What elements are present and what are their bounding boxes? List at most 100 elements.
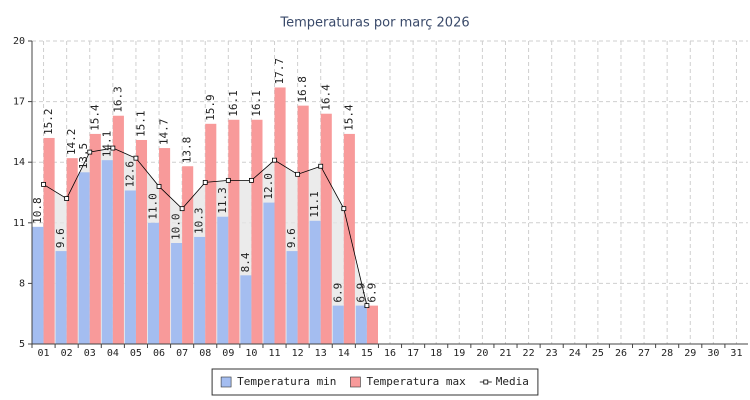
x-tick-label: 29 — [684, 348, 696, 359]
x-tick-label: 18 — [430, 348, 442, 359]
legend: Temperatura min Temperatura max Media — [211, 368, 539, 396]
bar — [286, 251, 298, 344]
bar — [78, 172, 90, 344]
bar — [263, 202, 275, 344]
value-label: 14.1 — [100, 131, 113, 158]
value-label: 15.9 — [204, 94, 217, 121]
line-marker — [341, 206, 347, 212]
y-tick-label: 5 — [19, 339, 25, 350]
bar — [194, 236, 206, 344]
bar — [240, 275, 252, 344]
x-tick-label: 28 — [661, 348, 673, 359]
value-label: 11.0 — [146, 193, 159, 220]
line-marker — [87, 149, 93, 155]
value-label: 16.1 — [227, 90, 240, 116]
value-label: 15.1 — [134, 110, 147, 137]
bar — [32, 226, 44, 344]
x-tick-label: 11 — [268, 348, 280, 359]
y-tick-label: 8 — [19, 278, 25, 289]
line-marker — [41, 182, 46, 187]
y-tick-label: 11 — [13, 218, 25, 229]
value-label: 17.7 — [273, 58, 286, 85]
bar — [112, 115, 124, 345]
legend-swatch — [220, 376, 232, 388]
x-tick-label: 19 — [453, 348, 465, 359]
value-label: 6.9 — [331, 283, 344, 303]
x-tick-label: 21 — [499, 348, 511, 359]
x-tick-label: 14 — [338, 348, 350, 359]
x-tick-label: 12 — [292, 348, 304, 359]
x-tick-label: 31 — [730, 348, 742, 359]
y-tick-label: 20 — [13, 36, 25, 47]
bar — [147, 222, 160, 344]
line-marker — [133, 155, 139, 161]
bar — [309, 220, 321, 344]
value-label: 15.4 — [88, 104, 101, 131]
line-marker — [364, 303, 370, 309]
bar — [332, 305, 344, 344]
x-tick-label: 04 — [107, 348, 119, 359]
value-label: 12.6 — [123, 161, 136, 188]
x-tick-label: 05 — [130, 348, 142, 359]
value-label: 6.9 — [354, 283, 367, 303]
y-tick-label: 17 — [13, 97, 25, 108]
legend-label: Temperatura min — [237, 375, 336, 388]
value-label: 13.5 — [77, 143, 90, 170]
x-tick-label: 06 — [153, 348, 165, 359]
value-label: 12.0 — [262, 173, 275, 200]
bar — [43, 137, 55, 344]
value-label: 15.4 — [342, 104, 355, 131]
x-tick-label: 08 — [199, 348, 211, 359]
line-marker — [110, 145, 116, 151]
value-label: 14.2 — [65, 129, 78, 156]
x-tick-label: 24 — [569, 348, 581, 359]
bar — [274, 87, 286, 345]
bar — [182, 166, 194, 344]
value-label: 16.4 — [319, 84, 332, 111]
legend-marker — [483, 379, 489, 385]
bar — [320, 113, 332, 344]
x-tick-label: 09 — [222, 348, 234, 359]
y-tick-label: 14 — [13, 157, 25, 168]
line-marker — [225, 177, 231, 183]
value-label: 16.8 — [296, 76, 309, 103]
value-label: 6.9 — [365, 283, 378, 303]
x-tick-label: 26 — [615, 348, 627, 359]
bar — [171, 243, 183, 344]
bar — [159, 148, 171, 344]
line-marker — [156, 184, 162, 189]
value-label: 10.0 — [170, 214, 183, 241]
line-marker — [318, 163, 324, 169]
x-tick-label: 03 — [84, 348, 96, 359]
bar — [55, 251, 67, 344]
bar — [297, 105, 309, 344]
x-tick-label: 15 — [361, 348, 373, 359]
bar — [366, 305, 378, 344]
x-tick-label: 20 — [476, 348, 488, 359]
bar — [101, 160, 113, 344]
value-label: 14.7 — [158, 119, 171, 146]
bar — [135, 139, 148, 344]
value-label: 11.3 — [216, 187, 229, 214]
value-label: 11.1 — [308, 191, 321, 218]
line-marker — [295, 171, 301, 177]
line-marker — [249, 177, 254, 183]
bar — [66, 158, 78, 344]
bar — [343, 133, 355, 344]
value-label: 16.1 — [250, 90, 263, 117]
value-label: 9.6 — [285, 228, 298, 248]
value-label: 9.6 — [54, 228, 67, 248]
x-tick-label: 30 — [707, 348, 719, 359]
value-label: 10.3 — [193, 207, 206, 234]
bar — [217, 216, 229, 344]
x-tick-label: 22 — [523, 348, 535, 359]
bar — [251, 119, 263, 344]
x-tick-label: 02 — [61, 348, 73, 359]
line-marker — [179, 206, 185, 212]
value-label: 10.8 — [31, 197, 44, 224]
x-tick-label: 01 — [38, 348, 50, 359]
bar — [228, 119, 240, 344]
x-tick-label: 07 — [176, 348, 188, 359]
value-label: 16.3 — [111, 86, 124, 112]
